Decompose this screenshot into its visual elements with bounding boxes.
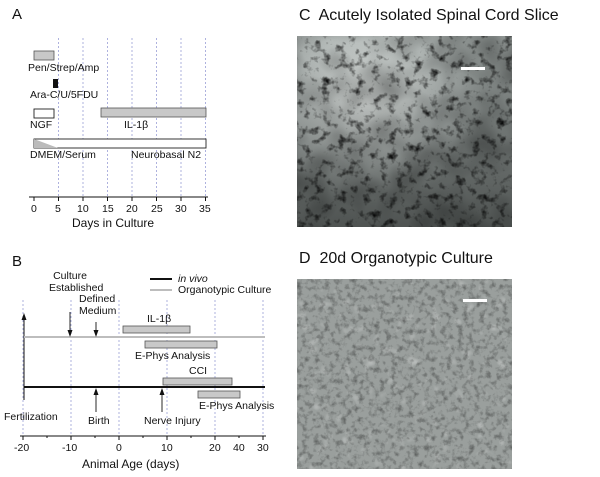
ephys-label-2: E-Phys Analysis bbox=[199, 400, 275, 412]
a-tick-label: 0 bbox=[31, 203, 37, 215]
legend-organotypic: Organotypic Culture bbox=[178, 284, 272, 296]
dmem-label: DMEM/Serum bbox=[30, 149, 96, 161]
nerve-injury-label: Nerve Injury bbox=[144, 415, 201, 427]
panel-b-letter: B bbox=[12, 253, 23, 270]
b-tick-label: 40 bbox=[233, 442, 245, 454]
a-tick-label: 35 bbox=[199, 203, 211, 215]
il1b-bar bbox=[100, 107, 207, 118]
a-tick-label: 25 bbox=[151, 203, 163, 215]
pen-strep-label: Pen/Strep/Amp bbox=[28, 62, 100, 74]
cci-bar bbox=[162, 377, 233, 386]
a-tick-label: 30 bbox=[175, 203, 187, 215]
b-tick-label: -20 bbox=[14, 442, 30, 454]
b-tick-label: 20 bbox=[209, 442, 221, 454]
b-tick-label: -10 bbox=[62, 442, 78, 454]
spinal-cord-slice-micrograph bbox=[297, 36, 512, 227]
arac-label: Ara-C/U/5FDU bbox=[30, 89, 99, 101]
b-x-axis-title: Animal Age (days) bbox=[82, 457, 180, 471]
b-tick-label: 30 bbox=[257, 442, 269, 454]
dmem-wedge bbox=[34, 139, 58, 148]
a-tick-label: 20 bbox=[126, 203, 138, 215]
a-x-axis-title: Days in Culture bbox=[72, 216, 155, 230]
birth-label: Birth bbox=[88, 415, 110, 427]
ngf-bar bbox=[33, 108, 55, 119]
a-tick-label: 5 bbox=[55, 203, 61, 215]
defined-medium-label: Defined Medium bbox=[79, 293, 117, 317]
ngf-label: NGF bbox=[30, 119, 53, 131]
b-tick-label: 0 bbox=[116, 442, 122, 454]
a-tick-label: 15 bbox=[102, 203, 114, 215]
ephys-bar-1 bbox=[144, 340, 218, 349]
il1b-bar-b bbox=[122, 325, 191, 334]
ephys-label-1: E-Phys Analysis bbox=[135, 350, 211, 362]
panel-d-title: D 20d Organotypic Culture bbox=[299, 250, 493, 267]
a-tick-label: 10 bbox=[77, 203, 89, 215]
panel-c-title: C Acutely Isolated Spinal Cord Slice bbox=[299, 7, 559, 24]
il1b-label-b: IL-1β bbox=[147, 313, 172, 325]
fertilization-label: Fertilization bbox=[4, 411, 58, 423]
cci-label: CCI bbox=[189, 365, 208, 377]
legend-in-vivo: in vivo bbox=[178, 273, 208, 285]
ephys-bar-2 bbox=[197, 390, 241, 399]
neurobasal-label: Neurobasal N2 bbox=[131, 149, 202, 161]
il1b-label: IL-1β bbox=[124, 119, 149, 131]
arac-bar bbox=[53, 79, 58, 88]
pen-strep-bar bbox=[33, 50, 55, 61]
b-tick-label: 10 bbox=[161, 442, 173, 454]
culture-established-label: Culture Established bbox=[49, 270, 104, 294]
organotypic-culture-micrograph bbox=[297, 279, 512, 469]
panel-a-letter: A bbox=[12, 6, 23, 23]
